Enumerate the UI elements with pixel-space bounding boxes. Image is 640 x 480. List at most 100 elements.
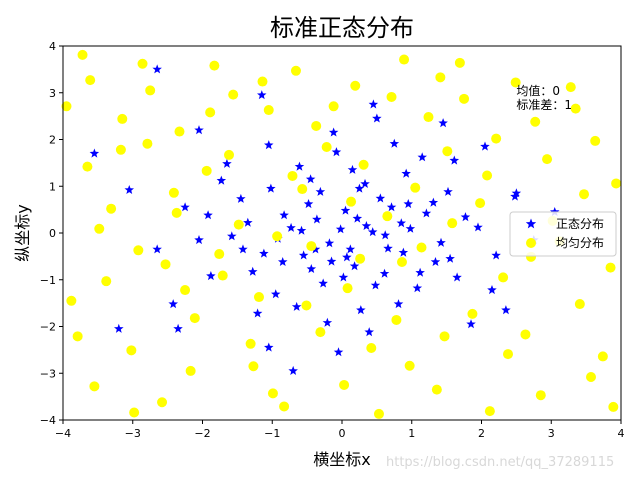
uniform-point — [416, 242, 427, 253]
normal-point — [436, 237, 446, 247]
normal-point — [203, 210, 213, 220]
uniform-point — [358, 159, 369, 170]
normal-point — [266, 183, 276, 193]
normal-point — [194, 125, 204, 135]
normal-point — [480, 141, 490, 151]
y-tick-label: 2 — [49, 134, 56, 147]
uniform-point — [386, 91, 397, 102]
uniform-point — [404, 360, 415, 371]
uniform-point — [605, 262, 616, 273]
normal-point — [415, 267, 425, 277]
normal-point — [491, 250, 501, 260]
uniform-point — [101, 276, 112, 287]
normal-point — [367, 227, 378, 237]
normal-point — [318, 278, 328, 288]
uniform-point — [85, 75, 96, 86]
x-tick-label: −4 — [55, 427, 71, 440]
y-axis-label: 纵坐标y — [13, 204, 32, 261]
legend-box — [509, 211, 617, 257]
normal-point — [412, 283, 423, 293]
uniform-point — [459, 93, 470, 104]
uniform-point — [77, 49, 88, 60]
uniform-point — [565, 82, 576, 93]
normal-point — [370, 280, 381, 290]
uniform-point — [117, 113, 128, 124]
uniform-point — [61, 101, 72, 112]
normal-point — [173, 323, 183, 333]
normal-point — [194, 235, 204, 245]
uniform-point — [94, 223, 105, 234]
uniform-point — [189, 313, 200, 324]
watermark-text: https://blog.csdn.net/qq_37289115 — [386, 455, 614, 470]
normal-point — [403, 199, 413, 209]
normal-point — [222, 158, 232, 168]
uniform-point — [217, 270, 228, 281]
normal-point — [364, 327, 374, 337]
uniform-point — [570, 103, 581, 114]
normal-point — [324, 238, 335, 248]
uniform-point — [611, 178, 622, 189]
uniform-point — [263, 105, 274, 116]
uniform-point — [328, 101, 339, 112]
uniform-point — [520, 329, 531, 340]
uniform-point — [467, 308, 478, 319]
normal-point — [305, 174, 316, 184]
normal-point — [328, 127, 339, 137]
uniform-point — [129, 407, 140, 418]
annotation-mean: 均值：0 — [516, 83, 560, 98]
normal-point — [438, 118, 448, 128]
y-tick-label: −1 — [40, 274, 56, 287]
uniform-point — [287, 170, 298, 181]
normal-point — [288, 365, 298, 375]
normal-point — [252, 308, 263, 318]
uniform-point — [579, 189, 590, 200]
normal-point — [310, 244, 321, 254]
uniform-point — [306, 241, 317, 252]
uniform-point — [373, 408, 384, 419]
uniform-point — [350, 80, 361, 91]
uniform-point — [248, 361, 259, 372]
legend-label-normal: 正态分布 — [556, 217, 604, 231]
legend: 正态分布 均匀分布 — [509, 211, 617, 257]
uniform-point — [272, 231, 283, 242]
normal-point — [340, 205, 351, 215]
x-tick-label: −2 — [194, 427, 210, 440]
uniform-point — [482, 170, 493, 181]
normal-point — [152, 64, 162, 74]
normal-point — [286, 222, 296, 232]
normal-point — [396, 218, 406, 228]
uniform-point — [366, 343, 377, 354]
y-tick-label: 1 — [49, 180, 56, 193]
uniform-point — [142, 138, 153, 149]
uniform-point — [160, 259, 171, 270]
uniform-point — [503, 349, 514, 360]
normal-point — [312, 214, 322, 224]
x-axis-label: 横坐标x — [313, 450, 370, 469]
normal-point — [466, 319, 476, 329]
uniform-point — [209, 60, 220, 71]
y-tick-label: 3 — [49, 87, 56, 100]
normal-point — [257, 90, 267, 100]
normal-point — [349, 261, 360, 271]
uniform-point — [315, 327, 326, 338]
uniform-point — [257, 76, 268, 87]
uniform-point — [396, 256, 407, 267]
uniform-point — [510, 77, 521, 88]
uniform-point — [233, 219, 244, 230]
annotation-std: 标准差：1 — [516, 98, 572, 112]
normal-point — [306, 264, 317, 273]
normal-point — [279, 210, 289, 220]
normal-point — [386, 202, 397, 212]
normal-point — [264, 342, 274, 352]
uniform-point — [454, 57, 465, 68]
uniform-point — [228, 89, 239, 100]
uniform-point — [410, 182, 421, 193]
y-tick-label: −3 — [40, 367, 56, 380]
x-tick-label: −1 — [264, 427, 280, 440]
uniform-point — [115, 144, 126, 155]
uniform-point — [346, 196, 357, 207]
normal-point — [315, 186, 326, 196]
uniform-point — [174, 126, 185, 137]
uniform-point — [290, 65, 301, 76]
normal-point — [372, 113, 382, 123]
